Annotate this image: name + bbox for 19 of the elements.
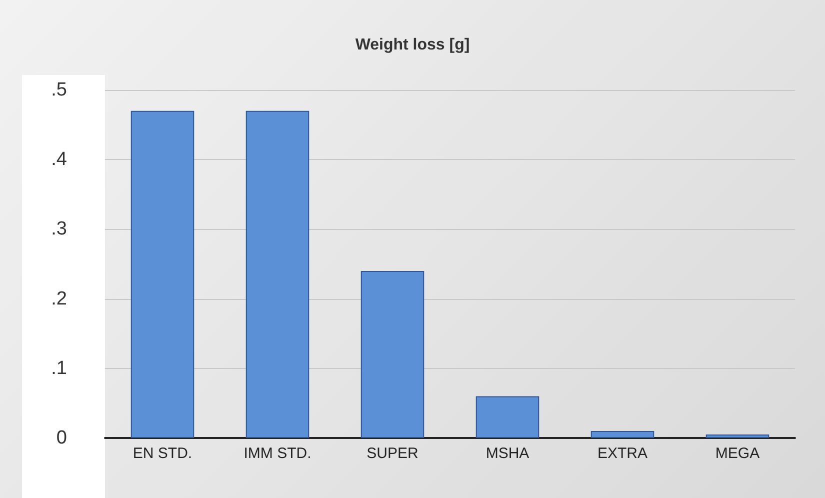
bar: [706, 434, 770, 438]
y-tick-label: .3: [51, 218, 67, 240]
x-tick-label: MEGA: [715, 445, 760, 462]
chart-title: Weight loss [g]: [355, 36, 470, 54]
x-tick-label: MSHA: [486, 445, 530, 462]
y-tick-label: .1: [51, 358, 67, 379]
x-tick-label: EN STD.: [132, 445, 192, 462]
x-tick-label: IMM STD.: [244, 445, 312, 462]
bar: [590, 431, 654, 438]
bar: [246, 110, 310, 438]
bar: [130, 110, 194, 438]
x-tick-label: SUPER: [366, 445, 419, 462]
y-tick-label: .2: [51, 288, 67, 310]
x-tick-label: EXTRA: [597, 445, 648, 462]
bar: [360, 270, 424, 438]
y-tick-label: .5: [51, 80, 67, 100]
y-tick-label: 0: [56, 428, 67, 448]
bar: [476, 396, 540, 438]
y-tick-label: .4: [51, 149, 68, 170]
